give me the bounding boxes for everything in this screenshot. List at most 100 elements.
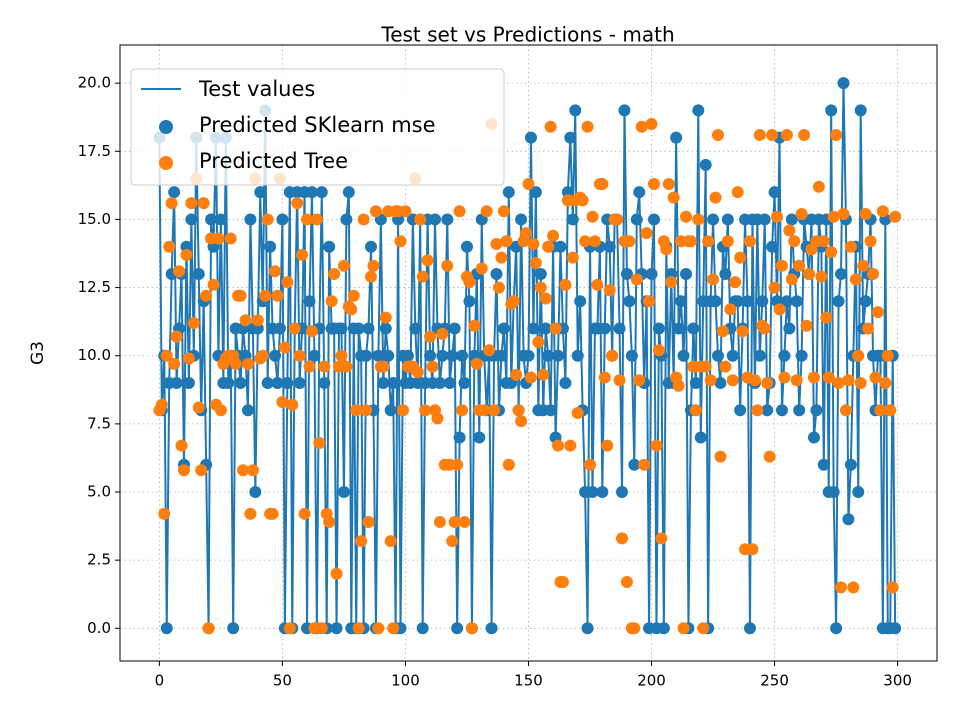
data-point bbox=[490, 267, 503, 280]
data-point bbox=[761, 376, 774, 389]
data-point bbox=[721, 235, 734, 248]
data-point bbox=[743, 235, 756, 248]
data-point bbox=[241, 404, 254, 417]
data-point bbox=[879, 376, 892, 389]
data-point bbox=[259, 289, 272, 302]
x-tick-label: 150 bbox=[514, 672, 543, 690]
data-point bbox=[158, 507, 171, 520]
data-point bbox=[768, 186, 781, 199]
data-point bbox=[271, 376, 284, 389]
data-point bbox=[785, 273, 798, 286]
data-point bbox=[581, 120, 594, 133]
data-point bbox=[512, 404, 525, 417]
data-point bbox=[168, 186, 181, 199]
data-point bbox=[451, 622, 464, 635]
data-point bbox=[534, 267, 547, 280]
data-point bbox=[165, 197, 178, 210]
data-point bbox=[246, 464, 259, 477]
data-point bbox=[793, 404, 806, 417]
data-point bbox=[719, 360, 732, 373]
y-tick-label: 20.0 bbox=[78, 74, 111, 92]
data-point bbox=[576, 194, 589, 207]
data-point bbox=[837, 207, 850, 220]
data-point bbox=[670, 131, 683, 144]
data-point bbox=[625, 349, 638, 362]
data-point bbox=[657, 622, 670, 635]
data-point bbox=[192, 267, 205, 280]
data-point bbox=[815, 270, 828, 283]
data-line bbox=[158, 83, 897, 630]
data-point bbox=[687, 322, 700, 335]
data-point bbox=[648, 213, 661, 226]
data-point bbox=[790, 295, 803, 308]
data-point bbox=[399, 205, 412, 218]
data-point bbox=[424, 330, 437, 343]
data-point bbox=[261, 213, 274, 226]
data-point bbox=[857, 259, 870, 272]
data-point bbox=[441, 213, 454, 226]
data-point bbox=[731, 186, 744, 199]
data-point bbox=[542, 240, 555, 253]
data-point bbox=[714, 376, 727, 389]
data-point bbox=[507, 295, 520, 308]
data-point bbox=[793, 259, 806, 272]
data-point bbox=[207, 278, 220, 291]
data-point bbox=[342, 186, 355, 199]
data-point bbox=[544, 120, 557, 133]
data-point bbox=[446, 535, 459, 548]
data-point bbox=[468, 319, 481, 332]
data-point bbox=[677, 622, 690, 635]
data-point bbox=[237, 464, 250, 477]
data-point bbox=[352, 322, 365, 335]
data-point bbox=[876, 205, 889, 218]
data-point bbox=[741, 295, 754, 308]
data-point bbox=[584, 458, 597, 471]
data-point bbox=[497, 205, 510, 218]
data-point bbox=[234, 376, 247, 389]
data-point bbox=[724, 303, 737, 316]
data-point bbox=[731, 295, 744, 308]
data-point bbox=[699, 360, 712, 373]
data-point bbox=[574, 295, 587, 308]
data-point bbox=[286, 398, 299, 411]
data-point bbox=[360, 349, 373, 362]
data-point bbox=[379, 322, 392, 335]
data-point bbox=[606, 349, 619, 362]
data-point bbox=[780, 295, 793, 308]
data-point bbox=[470, 357, 483, 370]
data-point bbox=[613, 322, 626, 335]
data-point bbox=[456, 404, 469, 417]
data-point bbox=[350, 404, 363, 417]
data-point bbox=[419, 404, 432, 417]
data-point bbox=[677, 349, 690, 362]
data-point bbox=[726, 374, 739, 387]
data-point bbox=[529, 186, 542, 199]
data-point bbox=[552, 349, 565, 362]
data-point bbox=[298, 507, 311, 520]
legend-label: Predicted Tree bbox=[199, 149, 348, 173]
data-point bbox=[652, 344, 665, 357]
data-point bbox=[394, 235, 407, 248]
data-point bbox=[330, 567, 343, 580]
data-point bbox=[874, 404, 887, 417]
data-point bbox=[431, 412, 444, 425]
data-point bbox=[763, 450, 776, 463]
data-point bbox=[296, 248, 309, 261]
data-point bbox=[852, 349, 865, 362]
data-point bbox=[384, 535, 397, 548]
data-point bbox=[308, 349, 321, 362]
data-point bbox=[192, 401, 205, 414]
data-point bbox=[352, 622, 365, 635]
data-point bbox=[502, 186, 515, 199]
data-point bbox=[591, 278, 604, 291]
data-point bbox=[803, 267, 816, 280]
data-point bbox=[753, 349, 766, 362]
data-point bbox=[328, 267, 341, 280]
data-point bbox=[611, 213, 624, 226]
data-point bbox=[387, 376, 400, 389]
data-point bbox=[884, 404, 897, 417]
data-point bbox=[652, 322, 665, 335]
data-point bbox=[675, 295, 688, 308]
data-point bbox=[303, 295, 316, 308]
y-tick-label: 7.5 bbox=[87, 414, 111, 432]
